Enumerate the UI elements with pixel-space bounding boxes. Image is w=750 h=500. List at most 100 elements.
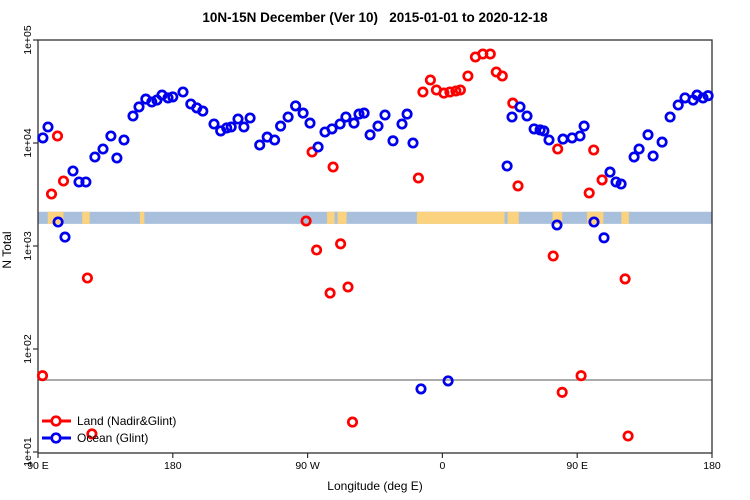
data-point-ocean — [598, 232, 610, 244]
legend: Land (Nadir&Glint) Ocean (Glint) — [42, 414, 176, 445]
data-point-land — [335, 238, 347, 250]
chart-title: 10N-15N December (Ver 10) 2015-01-01 to … — [202, 10, 548, 25]
data-point-ocean — [633, 143, 645, 155]
x-tick-label: 180 — [164, 460, 182, 472]
y-tick-label: 1e+04 — [22, 128, 34, 158]
data-point-ocean — [326, 123, 338, 135]
data-point-land — [311, 244, 323, 256]
data-point-ocean — [372, 120, 384, 132]
data-point-ocean — [578, 120, 590, 132]
data-point-land — [36, 370, 49, 382]
data-point-ocean — [197, 105, 209, 117]
data-point-ocean — [312, 141, 324, 153]
data-point-ocean — [604, 166, 616, 178]
data-point-ocean — [89, 151, 101, 163]
map-band-land — [82, 211, 90, 224]
data-point-ocean — [37, 132, 49, 144]
map-band-land — [139, 211, 145, 224]
data-point-ocean — [348, 117, 360, 129]
data-point-ocean — [80, 176, 92, 188]
data-point-ocean — [387, 135, 399, 147]
data-point-ocean — [208, 118, 220, 130]
data-point-land — [512, 180, 524, 192]
data-point-land — [484, 48, 496, 60]
data-point-ocean — [304, 117, 316, 129]
data-point-ocean — [407, 137, 419, 149]
data-point-ocean — [221, 122, 233, 134]
data-point-ocean — [672, 99, 684, 111]
data-point-land — [327, 161, 339, 173]
legend-item-ocean: Ocean (Glint) — [42, 431, 148, 445]
data-point-ocean — [133, 101, 145, 113]
y-tick-label: 1e+03 — [22, 231, 34, 261]
y-axis-label: N Total — [0, 231, 14, 268]
data-point-ocean — [97, 143, 109, 155]
data-point-ocean — [615, 178, 627, 190]
data-point-ocean — [353, 108, 365, 120]
map-band-land — [621, 211, 629, 224]
data-point-ocean — [59, 231, 71, 243]
data-point-land — [552, 143, 564, 155]
data-point-ocean — [105, 130, 117, 142]
legend-land-label: Land (Nadir&Glint) — [77, 414, 176, 428]
data-point-ocean — [167, 91, 179, 103]
data-point-ocean — [334, 118, 346, 130]
data-point-ocean — [340, 111, 352, 123]
data-point-land — [588, 144, 600, 156]
y-tick-label: 1e+02 — [22, 334, 34, 364]
data-point-land — [417, 86, 429, 98]
data-point-land — [346, 416, 359, 428]
data-point-ocean — [269, 134, 281, 146]
data-point-land — [86, 428, 98, 440]
data-point-land — [300, 215, 312, 227]
data-point-land — [547, 250, 559, 262]
data-point-land — [619, 273, 631, 285]
data-point-ocean — [146, 96, 158, 108]
data-point-ocean — [501, 160, 513, 172]
data-point-land — [438, 87, 450, 99]
data-point-ocean — [557, 133, 569, 145]
x-tick-label: 90 W — [295, 460, 320, 472]
data-point-land — [57, 175, 70, 187]
y-tick-label: 1e+01 — [22, 437, 34, 467]
legend-ocean-circle-icon — [50, 432, 62, 444]
legend-ocean-label: Ocean (Glint) — [77, 431, 148, 445]
data-point-ocean — [118, 134, 130, 146]
y-axis-ticks: 1e+05 1e+04 1e+03 1e+02 1e+01 — [22, 25, 38, 467]
data-point-ocean — [52, 216, 64, 228]
data-point-land — [583, 187, 595, 199]
map-band-land — [327, 211, 335, 224]
data-points — [36, 48, 714, 442]
map-band-land — [337, 211, 347, 224]
data-point-ocean — [442, 375, 454, 387]
data-point-ocean — [551, 219, 563, 231]
map-band — [38, 211, 712, 224]
map-band-land — [552, 211, 563, 224]
data-point-land — [342, 281, 354, 293]
data-point-land — [444, 86, 456, 98]
data-point-ocean — [521, 110, 533, 122]
data-point-land — [622, 430, 634, 442]
data-point-ocean — [506, 111, 518, 123]
data-point-ocean — [514, 101, 526, 113]
data-point-ocean — [297, 107, 309, 119]
data-point-ocean — [401, 108, 413, 120]
data-point-ocean — [647, 150, 659, 162]
data-point-land — [556, 386, 568, 398]
data-point-ocean — [610, 176, 622, 188]
data-point-land — [324, 287, 336, 299]
data-point-ocean — [528, 123, 540, 135]
data-point-ocean — [656, 136, 668, 148]
data-point-ocean — [379, 109, 391, 121]
data-point-ocean — [127, 110, 139, 122]
data-point-land — [81, 272, 93, 284]
data-point-ocean — [225, 121, 237, 133]
data-point-land — [496, 70, 508, 82]
x-axis-ticks: 90 E 180 90 W 0 90 E 180 — [27, 453, 721, 472]
data-point-ocean — [588, 216, 600, 228]
data-point-ocean — [232, 113, 244, 125]
data-point-ocean — [282, 111, 294, 123]
data-point-ocean — [358, 107, 370, 119]
data-point-land — [454, 84, 466, 96]
